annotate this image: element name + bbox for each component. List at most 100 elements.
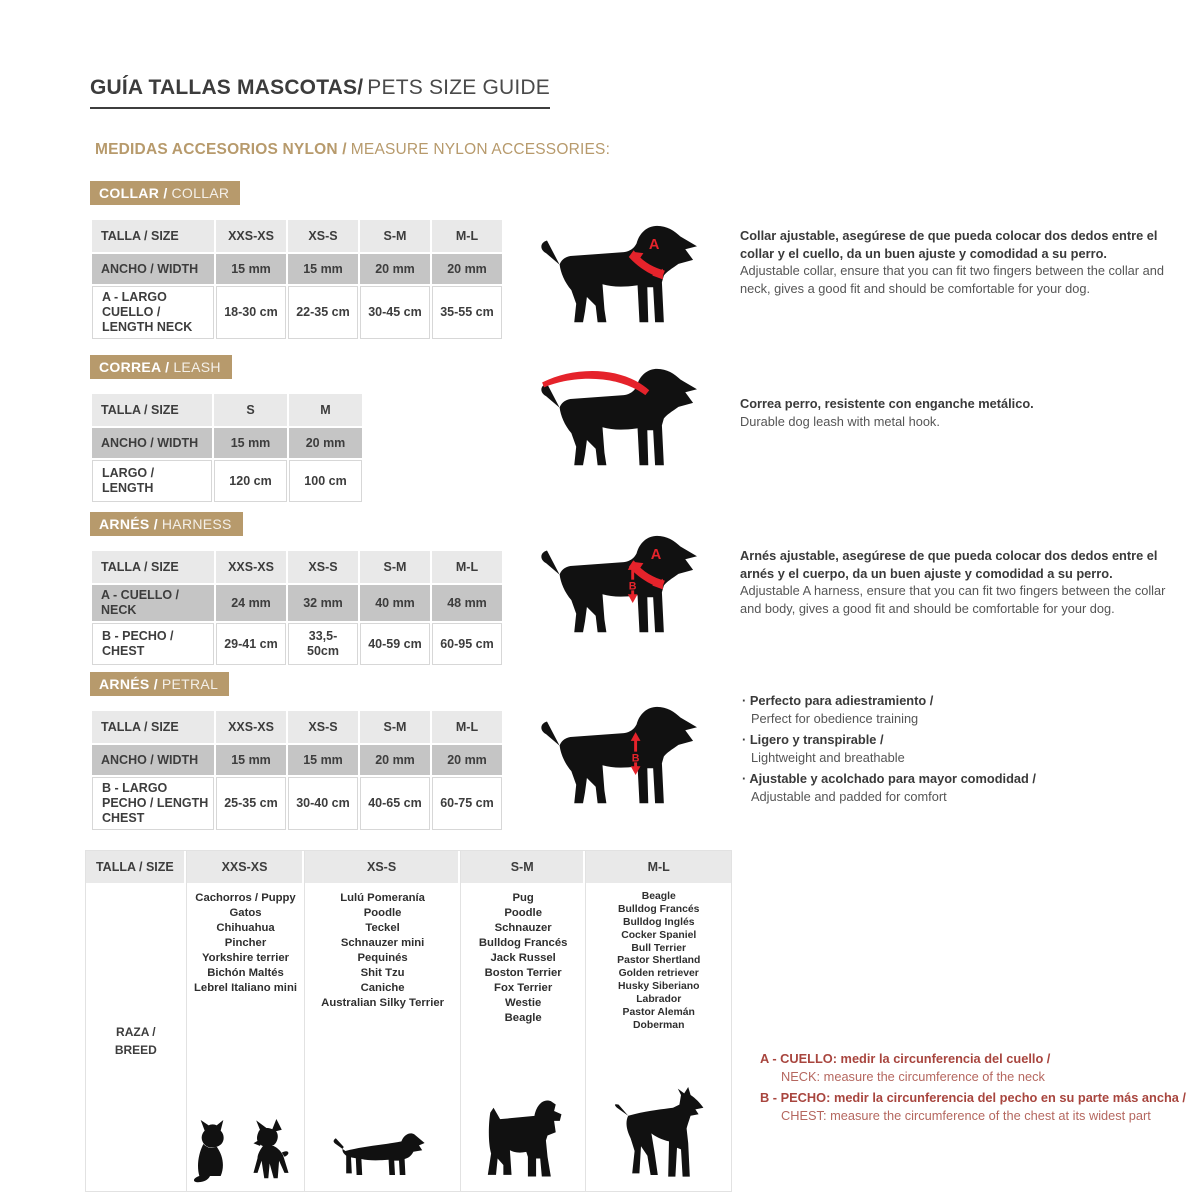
size-cell: TALLA / SIZE: [92, 394, 212, 426]
breed-item: Jack Russel: [490, 952, 556, 965]
dachshund-icon: [333, 1133, 425, 1175]
size-cell: M-L: [432, 220, 502, 252]
table-row: A - CUELLO / NECK 24 mm 32 mm 40 mm 48 m…: [92, 585, 502, 621]
petral-size-table: TALLA / SIZE XXS-XS XS-S S-M M-L ANCHO /…: [90, 709, 504, 832]
leash-badge-en: LEASH: [173, 359, 221, 375]
breed-item: Shit Tzu: [360, 967, 405, 980]
arrow-icon: [627, 594, 638, 604]
size-cell: ANCHO / WIDTH: [92, 254, 214, 284]
size-cell: XXS-XS: [216, 220, 286, 252]
size-cell: 40 mm: [360, 585, 430, 621]
bullet-es: Ligero y transpirable /: [742, 731, 1174, 749]
note-en: CHEST: measure the circumference of the …: [781, 1107, 1151, 1123]
collar-badge: COLLAR / COLLAR: [90, 181, 241, 205]
breed-item: Bulldog Francés: [618, 903, 700, 915]
collar-desc-en: Adjustable collar, ensure that you can f…: [740, 263, 1164, 296]
size-cell: 48 mm: [432, 585, 502, 621]
size-cell: 30-40 cm: [288, 777, 358, 830]
size-cell: 15 mm: [216, 254, 286, 284]
size-cell: 32 mm: [288, 585, 358, 621]
size-cell: 22-35 cm: [288, 286, 358, 339]
page-subtitle-es: MEDIDAS ACCESORIOS NYLON /: [95, 141, 347, 158]
note-es: B - PECHO: medir la circunferencia del p…: [760, 1089, 1186, 1105]
harness-description: Arnés ajustable, asegúrese de que pueda …: [740, 547, 1172, 618]
size-cell: ANCHO / WIDTH: [92, 745, 214, 775]
breed-item: Beagle: [504, 1012, 542, 1025]
harness-badge-en: HARNESS: [161, 516, 232, 532]
size-cell: 20 mm: [360, 745, 430, 775]
harness-badge-es: ARNÉS /: [99, 516, 158, 532]
petral-badge: ARNÉS / PETRAL: [90, 672, 230, 696]
page-title: GUÍA TALLAS MASCOTAS/PETS SIZE GUIDE: [90, 76, 550, 109]
leash-desc-es: Correa perro, resistente con enganche me…: [740, 396, 1034, 411]
breed-item: Pequinés: [357, 952, 408, 965]
dog-petral-diagram-icon: B: [538, 701, 704, 813]
breed-item: Chihuahua: [216, 922, 275, 935]
breed-item: Yorkshire terrier: [201, 952, 290, 965]
leash-badge: CORREA / LEASH: [90, 355, 232, 379]
harness-chest-letter: B: [629, 580, 637, 592]
chihuahua-icon: [252, 1119, 289, 1179]
breed-item: Fox Terrier: [494, 982, 553, 995]
breed-item: Lebrel Italiano mini: [194, 982, 297, 995]
breed-row-label-en: BREED: [114, 1043, 157, 1057]
collar-badge-en: COLLAR: [171, 185, 230, 201]
leash-line-marker: [542, 370, 650, 396]
breed-body-cell: RAZA / BREED: [86, 883, 186, 1191]
size-cell: XXS-XS: [216, 551, 286, 583]
breed-item: Teckel: [365, 922, 400, 935]
breed-item: Gatos: [229, 907, 262, 920]
breed-item: Pincher: [224, 937, 267, 950]
breed-item: Boston Terrier: [484, 967, 562, 980]
size-cell: 30-45 cm: [360, 286, 430, 339]
size-cell: XXS-XS: [216, 711, 286, 743]
page-title-es: GUÍA TALLAS MASCOTAS/: [90, 76, 364, 99]
petral-badge-es: ARNÉS /: [99, 676, 158, 692]
collar-section: COLLAR / COLLAR TALLA / SIZE XXS-XS XS-S …: [90, 181, 504, 341]
size-cell: TALLA / SIZE: [92, 711, 214, 743]
page-subtitle: MEDIDAS ACCESORIOS NYLON / MEASURE NYLON …: [95, 141, 610, 159]
arrow-icon: [634, 562, 644, 572]
leash-badge-es: CORREA /: [99, 359, 170, 375]
size-cell: TALLA / SIZE: [92, 551, 214, 583]
size-cell: XS-S: [288, 551, 358, 583]
breed-col-xs-s: XS-S Lulú Pomeranía Poodle Teckel Schnau…: [305, 851, 461, 1191]
breed-row-label: RAZA / BREED: [115, 1023, 157, 1059]
size-cell: 120 cm: [214, 460, 287, 502]
breed-col-label: TALLA / SIZE RAZA / BREED: [86, 851, 187, 1191]
size-cell: 40-59 cm: [360, 623, 430, 665]
arrow-icon: [630, 732, 641, 741]
leash-desc-en: Durable dog leash with metal hook.: [740, 413, 940, 429]
size-cell: 20 mm: [432, 745, 502, 775]
harness-desc-es: Arnés ajustable, asegúrese de que pueda …: [740, 548, 1158, 581]
breed-item: Caniche: [360, 982, 405, 995]
breed-item: Golden retriever: [618, 968, 699, 980]
harness-section: ARNÉS / HARNESS TALLA / SIZE XXS-XS XS-S …: [90, 512, 504, 667]
size-cell: 100 cm: [289, 460, 362, 502]
size-cell: 15 mm: [288, 745, 358, 775]
table-row: ANCHO / WIDTH 15 mm 15 mm 20 mm 20 mm: [92, 745, 502, 775]
breed-item: Pastor Alemán: [622, 1007, 695, 1019]
size-cell: 18-30 cm: [216, 286, 286, 339]
size-cell: XS-S: [288, 711, 358, 743]
breed-col-s-m: S-M Pug Poodle Schnauzer Bulldog Francés…: [460, 851, 587, 1191]
table-row: B - LARGO PECHO / LENGTH CHEST 25-35 cm …: [92, 777, 502, 830]
dog-collar-diagram-icon: A: [538, 220, 704, 332]
size-cell: 35-55 cm: [432, 286, 502, 339]
size-cell: 15 mm: [288, 254, 358, 284]
petral-section: ARNÉS / PETRAL TALLA / SIZE XXS-XS XS-S S…: [90, 672, 504, 832]
size-cell: M-L: [432, 711, 502, 743]
bullet-es: Perfecto para adiestramiento /: [742, 692, 1174, 710]
breed-item: Bulldog Francés: [478, 937, 568, 950]
silhouettes-xs-s: [331, 1127, 435, 1191]
dog-harness-diagram-icon: A B: [538, 530, 704, 642]
breed-header-cell: S-M: [460, 851, 586, 883]
doberman-icon: [614, 1087, 704, 1177]
bullet-en: Lightweight and breathable: [751, 749, 905, 765]
cat-icon: [193, 1120, 224, 1183]
collar-desc-es: Collar ajustable, asegúrese de que pueda…: [740, 228, 1158, 261]
collar-description: Collar ajustable, asegúrese de que pueda…: [740, 227, 1172, 298]
size-cell: 20 mm: [432, 254, 502, 284]
table-row: TALLA / SIZE S M: [92, 394, 362, 426]
size-cell: 20 mm: [289, 428, 362, 458]
